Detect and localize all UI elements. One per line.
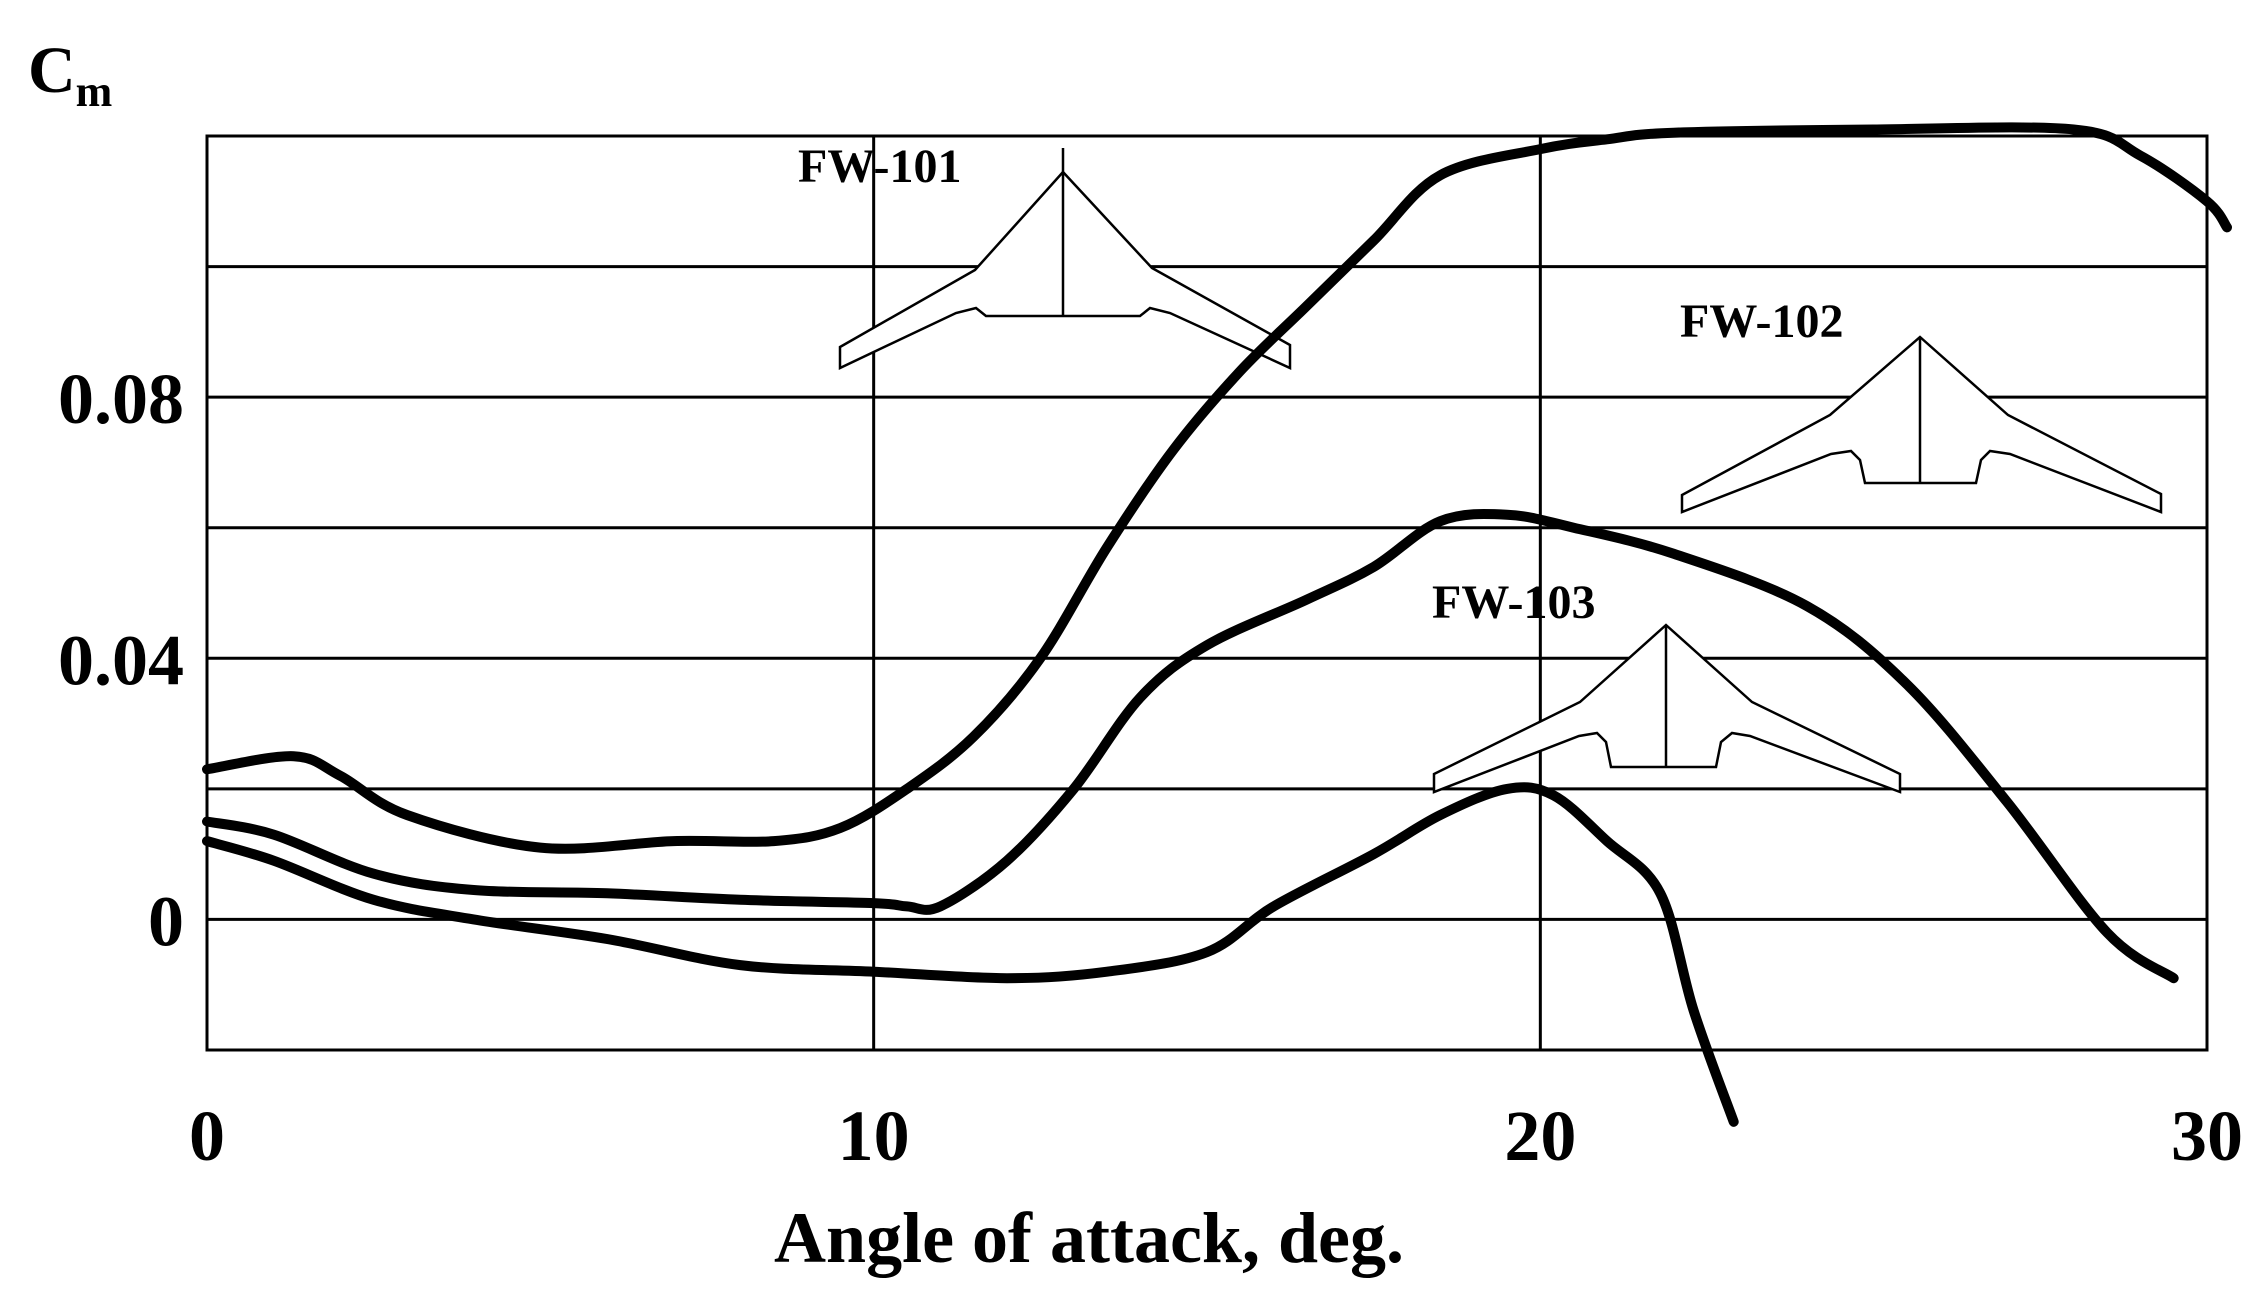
wing-diagram-fw-101-outline	[838, 170, 1292, 370]
wing-diagram-fw-103	[1432, 623, 1902, 794]
x-axis-label: Angle of attack, deg.	[774, 1198, 1404, 1278]
wing-diagram-fw-102-outline	[1680, 335, 2163, 514]
plot-frame	[205, 134, 2209, 1052]
series-line-fw-101	[202, 122, 2232, 854]
x-tick-label: 30	[2171, 1096, 2243, 1176]
x-tick-label: 0	[189, 1096, 225, 1176]
x-tick-label: 10	[838, 1096, 910, 1176]
grid	[205, 134, 2209, 1052]
wing-diagrams	[838, 148, 2163, 794]
y-axis-label: Cm	[28, 34, 112, 116]
series-label-fw-103: FW-103	[1432, 576, 1596, 629]
series-label-fw-102: FW-102	[1680, 295, 1844, 348]
tick-labels: 0 10 20 30 0 0.04 0.08	[58, 359, 2243, 1176]
y-tick-label: 0.08	[58, 359, 184, 439]
y-axis-label-subscript: m	[76, 67, 113, 116]
plot-border	[205, 134, 2209, 1052]
y-tick-label: 0	[148, 881, 184, 961]
series-label-fw-101: FW-101	[798, 140, 962, 193]
series-line-fw-102	[202, 508, 2179, 984]
y-axis-label-main: C	[28, 34, 76, 107]
y-tick-label: 0.04	[58, 620, 184, 700]
wing-diagram-fw-101	[838, 148, 1292, 370]
x-tick-label: 20	[1504, 1096, 1576, 1176]
wing-diagram-fw-102	[1680, 335, 2163, 514]
series-line-fw-103	[202, 782, 1739, 1127]
series-group	[202, 122, 2232, 1127]
